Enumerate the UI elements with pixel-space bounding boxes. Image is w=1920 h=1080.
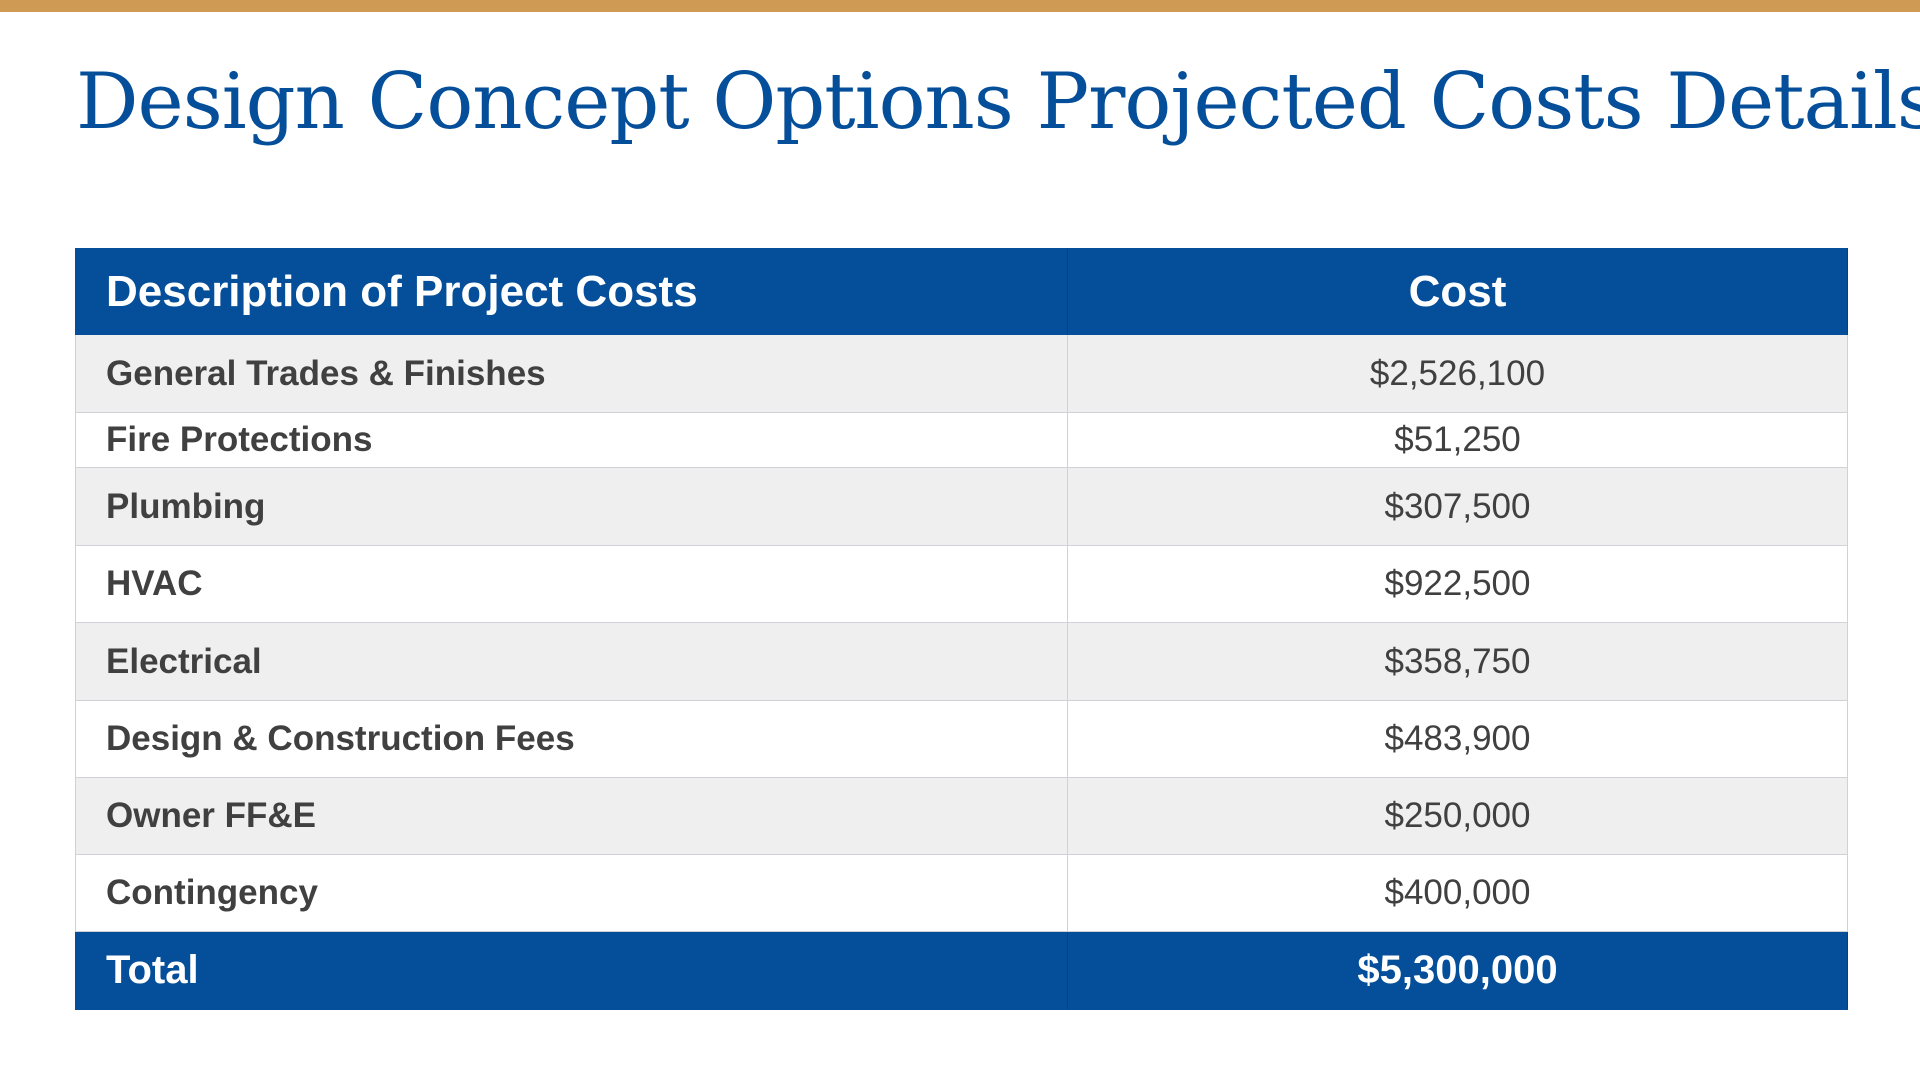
row-cost: $922,500 bbox=[1067, 545, 1848, 623]
page-title: Design Concept Options Projected Costs D… bbox=[76, 57, 1920, 147]
row-description: Contingency bbox=[75, 854, 1068, 932]
row-cost: $2,526,100 bbox=[1067, 334, 1848, 413]
row-description: HVAC bbox=[75, 545, 1068, 623]
row-cost: $250,000 bbox=[1067, 777, 1848, 855]
row-description: Owner FF&E bbox=[75, 777, 1068, 855]
row-description: General Trades & Finishes bbox=[75, 334, 1068, 413]
table-row: Fire Protections $51,250 bbox=[75, 412, 1848, 468]
table-row: Electrical $358,750 bbox=[75, 622, 1848, 701]
header-description: Description of Project Costs bbox=[75, 248, 1068, 335]
table-row: Owner FF&E $250,000 bbox=[75, 777, 1848, 855]
table-row: Plumbing $307,500 bbox=[75, 467, 1848, 546]
table-row: Contingency $400,000 bbox=[75, 854, 1848, 932]
row-description: Plumbing bbox=[75, 467, 1068, 546]
top-accent-bar bbox=[0, 0, 1920, 12]
header-cost: Cost bbox=[1067, 248, 1848, 335]
table-row: HVAC $922,500 bbox=[75, 545, 1848, 623]
row-cost: $400,000 bbox=[1067, 854, 1848, 932]
row-description: Design & Construction Fees bbox=[75, 700, 1068, 778]
row-cost: $307,500 bbox=[1067, 467, 1848, 546]
total-value: $5,300,000 bbox=[1067, 931, 1848, 1010]
row-description: Electrical bbox=[75, 622, 1068, 701]
table-header-row: Description of Project Costs Cost bbox=[75, 248, 1848, 335]
total-label: Total bbox=[75, 931, 1068, 1010]
table-row: General Trades & Finishes $2,526,100 bbox=[75, 334, 1848, 413]
row-cost: $51,250 bbox=[1067, 412, 1848, 468]
cost-table: Description of Project Costs Cost Genera… bbox=[75, 248, 1848, 1010]
row-cost: $358,750 bbox=[1067, 622, 1848, 701]
total-row: Total $5,300,000 bbox=[75, 931, 1848, 1010]
row-cost: $483,900 bbox=[1067, 700, 1848, 778]
row-description: Fire Protections bbox=[75, 412, 1068, 468]
table-row: Design & Construction Fees $483,900 bbox=[75, 700, 1848, 778]
